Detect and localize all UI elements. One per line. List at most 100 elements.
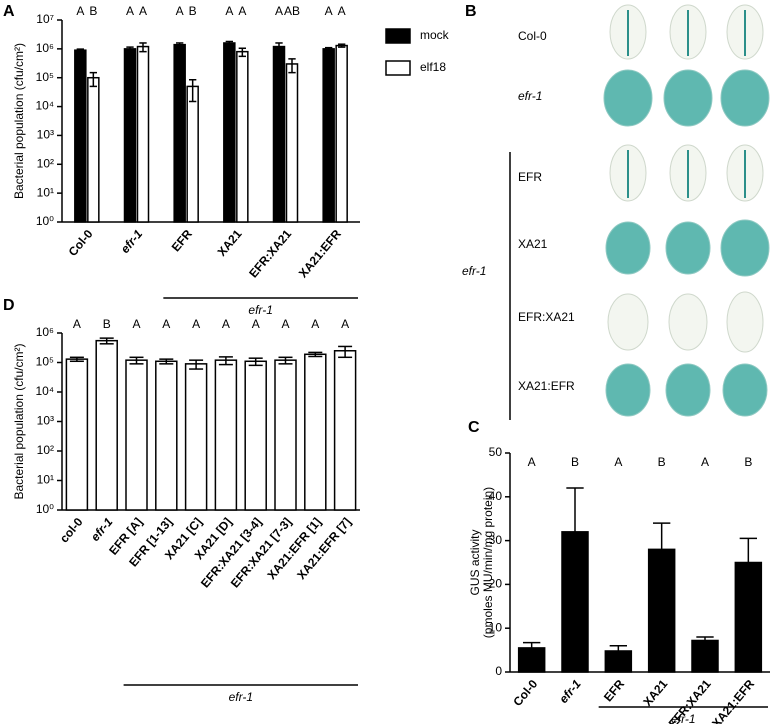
significance-letter: A <box>528 455 536 469</box>
bar <box>236 50 249 223</box>
bar <box>691 639 719 673</box>
bar <box>184 363 208 511</box>
bar <box>322 48 335 223</box>
y-tick-label: 10¹ <box>37 185 54 199</box>
row-label: Col-0 <box>518 29 547 43</box>
significance-letter: B <box>744 455 752 469</box>
x-tick-label: XA21:EFR <box>709 677 757 724</box>
significance-letter: B <box>571 455 579 469</box>
bar <box>272 45 286 223</box>
y-tick-label: 10⁵ <box>36 70 54 84</box>
y-tick-label: 10⁵ <box>36 355 54 369</box>
y-tick-label: 10³ <box>37 414 54 428</box>
significance-letter: A <box>275 4 283 18</box>
group-label: efr-1 <box>248 303 272 317</box>
y-axis-label: (pmoles MU/min/mg protein) <box>481 487 495 638</box>
significance-letter: A <box>126 4 134 18</box>
significance-letter: B <box>103 317 111 331</box>
x-tick-label: efr-1 <box>556 677 584 706</box>
bar <box>65 358 89 511</box>
significance-letter: A <box>238 4 246 18</box>
significance-letter: B <box>189 4 197 18</box>
bar <box>214 359 238 511</box>
significance-letter: A <box>132 317 140 331</box>
y-tick-label: 10 <box>489 620 503 634</box>
panel-label: A <box>3 3 15 20</box>
row-label: XA21 <box>518 237 548 251</box>
y-tick-label: 10² <box>37 156 54 170</box>
y-tick-label: 10³ <box>37 128 54 142</box>
significance-letter: A <box>311 317 319 331</box>
x-tick-label: XA21:EFR <box>296 227 344 281</box>
x-tick-label: col-0 <box>57 515 86 546</box>
significance-letter: A <box>162 317 170 331</box>
significance-letter: A <box>222 317 230 331</box>
x-tick-label: Col-0 <box>510 677 540 709</box>
y-axis-label: Bacterial population (cfu/cm²) <box>12 343 26 499</box>
x-tick-label: EFR:XA21 <box>246 227 294 281</box>
y-tick-label: 10⁶ <box>36 41 54 55</box>
bar <box>333 350 357 511</box>
y-tick-label: 20 <box>489 577 503 591</box>
bar <box>155 360 178 511</box>
bar <box>304 353 327 511</box>
significance-letter: A <box>325 4 333 18</box>
bar <box>123 48 137 223</box>
significance-letter: A <box>252 317 260 331</box>
y-tick-label: 40 <box>489 489 503 503</box>
significance-letter: A <box>76 4 84 18</box>
legend-label: elf18 <box>420 60 446 74</box>
bar <box>186 85 199 223</box>
bar <box>74 49 87 223</box>
bar <box>87 76 100 223</box>
significance-letter: A <box>139 4 147 18</box>
y-tick-label: 10⁴ <box>35 384 54 398</box>
significance-letter: A <box>73 317 81 331</box>
row-label: XA21:EFR <box>518 379 575 393</box>
group-label: efr-1 <box>229 690 253 704</box>
row-label: efr-1 <box>518 89 542 103</box>
significance-letter: B <box>658 455 666 469</box>
significance-letter: A <box>192 317 200 331</box>
y-tick-label: 10⁰ <box>36 502 54 516</box>
significance-letter: A <box>281 317 289 331</box>
row-label: EFR:XA21 <box>518 310 575 324</box>
significance-letter: A <box>341 317 349 331</box>
leaf-images <box>509 4 770 420</box>
bar <box>95 339 118 511</box>
panel-label: B <box>465 3 477 20</box>
significance-letter: A <box>614 455 622 469</box>
panel-label: C <box>468 419 480 436</box>
significance-letter: A <box>338 4 346 18</box>
significance-letter: AB <box>284 4 300 18</box>
group-label: efr-1 <box>462 264 486 278</box>
x-tick-label: Col-0 <box>66 227 96 259</box>
significance-letter: A <box>176 4 184 18</box>
y-tick-label: 10¹ <box>37 473 54 487</box>
y-tick-label: 10⁶ <box>36 325 54 339</box>
x-tick-label: EFR <box>601 677 627 705</box>
bar <box>285 63 299 223</box>
y-tick-label: 30 <box>489 533 503 547</box>
x-tick-label: EFR <box>169 227 195 255</box>
y-tick-label: 10² <box>37 443 54 457</box>
bar <box>274 359 297 511</box>
panel-label: D <box>3 297 15 314</box>
legend-label: mock <box>420 28 450 42</box>
y-tick-label: 10⁴ <box>35 99 54 113</box>
x-tick-label: efr-1 <box>88 515 116 544</box>
y-axis-label: GUS activity <box>468 529 482 595</box>
significance-letter: B <box>89 4 97 18</box>
y-tick-label: 50 <box>489 445 503 459</box>
bar <box>223 42 236 223</box>
x-tick-label: XA21 <box>640 677 670 709</box>
legend-swatch <box>385 60 411 76</box>
significance-letter: A <box>701 455 709 469</box>
bar <box>335 44 348 223</box>
group-label: efr-1 <box>671 712 695 724</box>
y-tick-label: 0 <box>495 664 502 678</box>
row-label: EFR <box>518 170 542 184</box>
x-tick-label: efr-1 <box>118 227 146 256</box>
y-tick-label: 10⁷ <box>36 12 54 26</box>
